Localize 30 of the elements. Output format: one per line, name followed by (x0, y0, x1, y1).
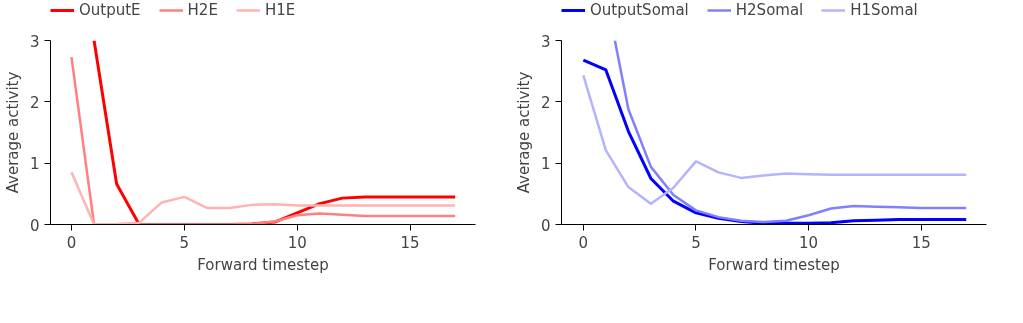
x-tick-label: 10 (287, 233, 307, 252)
x-tick-label: 5 (179, 233, 190, 252)
y-tick-label: 1 (540, 155, 551, 174)
legend-label: H2Somal (735, 1, 804, 19)
x-axis-title: Forward timestep (197, 255, 329, 274)
x-tick-label: 15 (400, 233, 420, 252)
x-axis-title: Forward timestep (708, 255, 840, 274)
x-tick-label: 5 (691, 233, 701, 252)
x-tick-label: 0 (66, 233, 77, 252)
legend-label: OutputE (79, 1, 141, 19)
legend-label: H2E (187, 1, 218, 19)
line-series (613, 40, 968, 224)
legend-label: H1E (264, 1, 296, 19)
line-series (581, 58, 968, 225)
y-tick-label: 0 (29, 216, 40, 235)
y-tick-label: 2 (29, 93, 40, 112)
x-tick-label: 10 (799, 233, 819, 252)
line-series (70, 171, 457, 225)
x-tick-label: 15 (911, 233, 931, 252)
y-tick-label: 3 (29, 32, 40, 51)
legend-label: H1Somal (850, 1, 918, 19)
y-tick-label: 3 (540, 32, 551, 51)
y-tick-label: 0 (540, 216, 551, 235)
y-axis-title: Average activity (514, 71, 533, 194)
y-axis-title: Average activity (3, 71, 22, 194)
legend-label: OutputSomal (590, 1, 689, 19)
line-series (582, 74, 968, 205)
y-tick-label: 2 (540, 93, 551, 112)
x-tick-label: 0 (578, 233, 589, 252)
y-tick-label: 1 (29, 155, 40, 174)
